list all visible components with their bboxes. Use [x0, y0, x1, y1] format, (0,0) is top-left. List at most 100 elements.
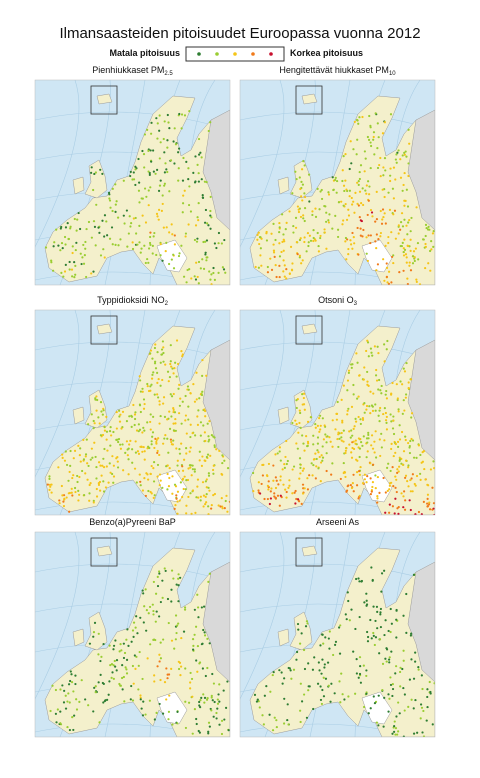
station-dot: [302, 214, 305, 217]
station-dot: [296, 447, 299, 450]
station-dot: [370, 566, 373, 569]
station-dot: [344, 613, 347, 616]
station-dot: [141, 677, 144, 681]
station-dot: [363, 402, 366, 405]
station-dot: [376, 495, 379, 498]
station-dot: [394, 497, 397, 500]
station-dot: [314, 426, 317, 429]
station-dot: [209, 209, 212, 213]
station-dot: [187, 203, 191, 207]
station-dot: [307, 442, 310, 445]
station-dot: [422, 709, 425, 713]
station-dot: [369, 144, 373, 148]
station-dot: [196, 670, 199, 673]
station-dot: [258, 706, 261, 709]
non-eu: [361, 691, 393, 725]
station-dot: [194, 434, 197, 437]
station-dot: [162, 442, 165, 445]
station-dot: [185, 452, 188, 455]
station-dot: [325, 220, 328, 223]
station-dot: [212, 271, 215, 275]
station-dot: [275, 725, 278, 729]
station-dot: [118, 682, 121, 686]
station-dot: [424, 266, 427, 270]
station-dot: [71, 716, 74, 719]
station-dot: [318, 208, 321, 211]
station-dot: [150, 377, 154, 380]
station-dot: [148, 171, 151, 175]
station-dot: [351, 231, 354, 235]
station-dot: [421, 451, 424, 454]
station-dot: [116, 455, 119, 459]
station-dot: [204, 503, 207, 506]
station-dot: [199, 267, 202, 270]
station-dot: [302, 160, 305, 163]
station-dot: [390, 255, 394, 259]
station-dot: [410, 412, 414, 415]
station-dot: [381, 662, 385, 665]
station-dot: [142, 426, 145, 429]
station-dot: [150, 383, 153, 386]
station-dot: [382, 258, 385, 261]
land: [96, 545, 113, 557]
station-dot: [102, 457, 105, 460]
station-dot: [64, 450, 67, 453]
station-dot: [162, 396, 166, 399]
station-dot: [384, 411, 387, 415]
station-dot: [353, 120, 356, 124]
station-dot: [63, 235, 67, 239]
station-dot: [346, 238, 349, 241]
station-dot: [306, 488, 310, 491]
station-dot: [70, 673, 73, 676]
station-dot: [283, 275, 286, 278]
station-dot: [201, 642, 204, 645]
station-dot: [121, 664, 124, 667]
station-dot: [185, 281, 188, 284]
station-dot: [172, 577, 175, 580]
station-dot: [109, 664, 112, 667]
station-dot: [115, 669, 118, 672]
station-dot: [205, 486, 208, 489]
graticule: [35, 80, 80, 248]
station-dot: [317, 451, 320, 454]
station-dot: [312, 443, 315, 446]
station-dot: [218, 723, 221, 726]
station-dot: [352, 650, 355, 653]
station-dot: [299, 709, 302, 712]
station-dot: [385, 389, 388, 393]
station-dot: [185, 479, 188, 482]
station-dot: [343, 189, 346, 193]
station-dot: [403, 151, 406, 154]
station-dot: [365, 669, 368, 672]
station-dot: [291, 192, 294, 195]
station-dot: [116, 216, 120, 219]
station-dot: [405, 188, 408, 191]
station-dot: [351, 247, 354, 250]
station-dot: [404, 499, 407, 502]
station-dot: [48, 488, 51, 491]
station-dot: [149, 420, 152, 424]
station-dot: [116, 466, 120, 469]
station-dot: [363, 478, 366, 481]
station-dot: [64, 243, 67, 246]
station-dot: [395, 715, 398, 718]
station-dot: [206, 697, 209, 700]
station-dot: [334, 214, 337, 217]
station-dot: [396, 151, 399, 154]
station-dot: [417, 666, 420, 669]
station-dot: [258, 242, 261, 246]
station-dot: [355, 577, 358, 581]
station-dot: [55, 721, 58, 724]
station-dot: [276, 494, 280, 497]
station-dot: [156, 215, 159, 218]
station-dot: [130, 684, 133, 688]
station-dot: [129, 698, 132, 701]
station-dot: [149, 349, 153, 352]
station-dot: [428, 249, 432, 253]
station-dot: [404, 476, 407, 479]
station-dot: [374, 619, 377, 623]
station-dot: [333, 692, 336, 695]
station-dot: [312, 239, 315, 243]
station-dot: [410, 437, 413, 441]
station-dot: [428, 501, 431, 504]
